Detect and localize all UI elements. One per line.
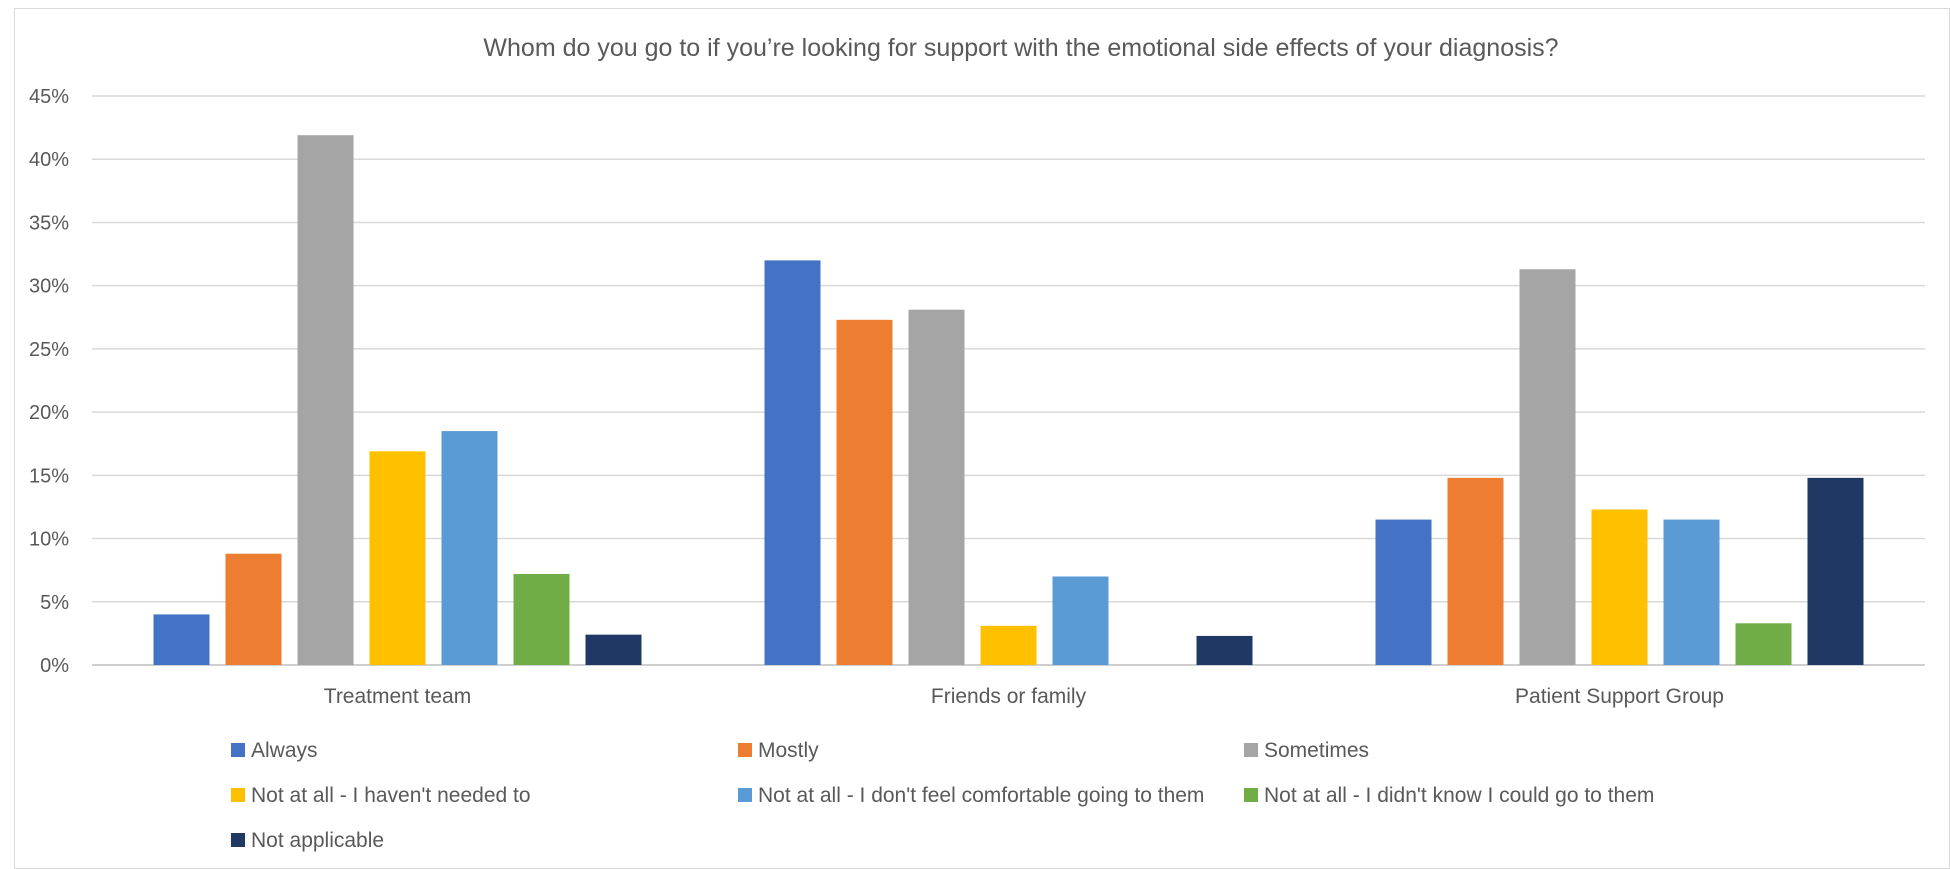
y-tick-label: 15% [29, 465, 69, 487]
legend-label: Not at all - I haven't needed to [251, 784, 531, 807]
legend-swatch [738, 788, 752, 802]
legend-swatch [1244, 788, 1258, 802]
legend-swatch [738, 743, 752, 757]
bar-0-0 [153, 614, 210, 665]
chart-title: Whom do you go to if you’re looking for … [483, 34, 1558, 62]
legend-swatch [231, 833, 245, 847]
category-label: Friends or family [931, 685, 1087, 708]
bar-2-2 [1519, 269, 1576, 665]
category-label: Patient Support Group [1515, 685, 1724, 708]
bar-4-0 [441, 431, 498, 665]
bar-2-1 [908, 309, 965, 665]
category-label: Treatment team [324, 685, 471, 708]
gridlines [92, 95, 1925, 666]
legend-label: Always [251, 739, 318, 762]
bar-4-2 [1663, 519, 1720, 665]
bar-4-1 [1052, 576, 1109, 665]
bar-5-2 [1735, 623, 1792, 665]
y-tick-label: 40% [29, 149, 69, 171]
x-axis-categories: Treatment team Friends or family Patient S… [324, 685, 1724, 708]
bar-0-1 [764, 260, 821, 665]
bar-6-2 [1807, 477, 1864, 665]
y-tick-label: 0% [40, 655, 69, 677]
bar-3-2 [1591, 509, 1648, 665]
y-tick-label: 45% [29, 86, 69, 108]
bar-1-1 [836, 319, 893, 665]
bar-0-2 [1375, 519, 1432, 665]
bar-1-0 [225, 553, 282, 665]
bar-3-0 [369, 451, 426, 665]
legend-swatch [1244, 743, 1258, 757]
y-tick-label: 25% [29, 339, 69, 361]
bar-1-2 [1447, 477, 1504, 665]
bars [153, 135, 1864, 666]
y-tick-label: 30% [29, 276, 69, 298]
y-tick-label: 35% [29, 212, 69, 234]
bar-5-0 [513, 573, 570, 665]
y-tick-label: 20% [29, 402, 69, 424]
y-tick-label: 5% [40, 592, 69, 614]
legend-swatch [231, 743, 245, 757]
legend-label: Sometimes [1264, 739, 1369, 762]
legend-label: Not applicable [251, 829, 384, 852]
legend: Always Mostly Sometimes Not at all - I have… [231, 739, 1654, 852]
legend-label: Not at all - I didn't know I could go to… [1264, 784, 1654, 807]
y-tick-label: 10% [29, 529, 69, 551]
y-axis-ticks: 0% 5% 10% 15% 20% 25% 30% 35% 40% 45% [29, 86, 69, 677]
bar-6-1 [1196, 635, 1253, 665]
legend-label: Not at all - I don't feel comfortable go… [758, 784, 1204, 807]
legend-label: Mostly [758, 739, 819, 762]
bar-6-0 [585, 634, 642, 665]
bar-2-0 [297, 135, 354, 666]
legend-swatch [231, 788, 245, 802]
bar-3-1 [980, 625, 1037, 665]
